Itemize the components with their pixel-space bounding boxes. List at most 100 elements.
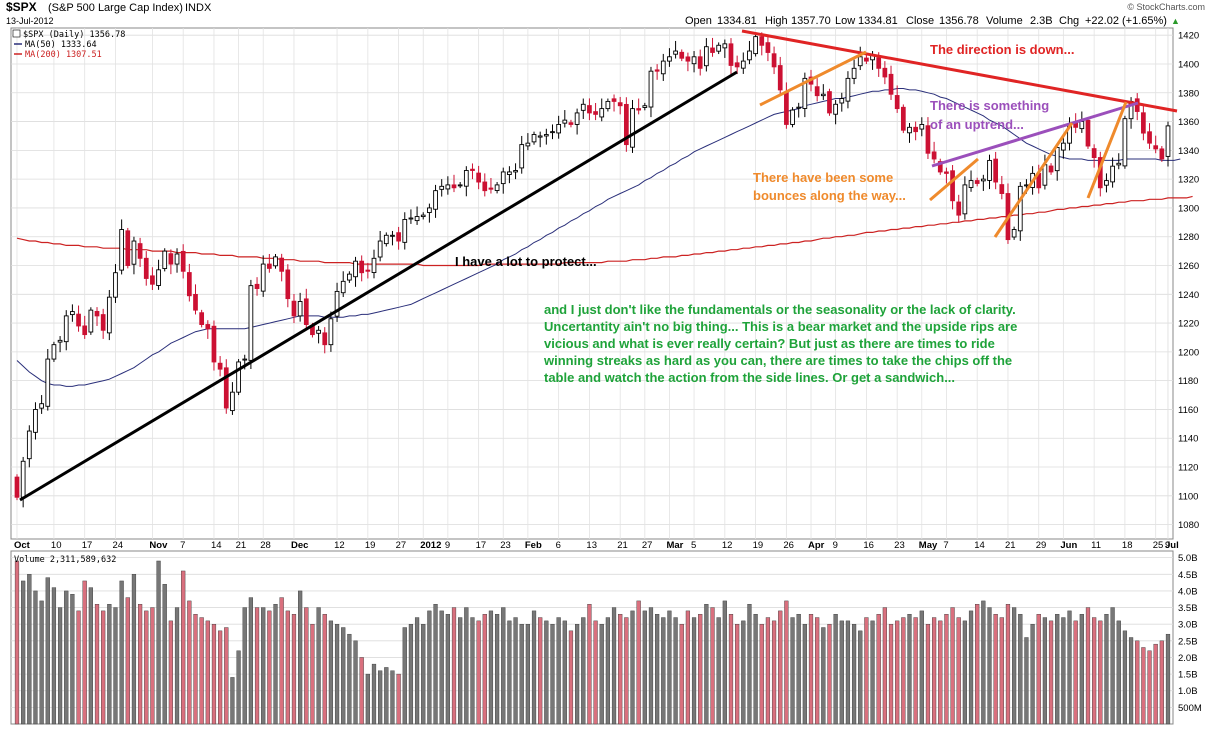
volume-bar: [919, 610, 924, 725]
volume-bar: [913, 617, 918, 725]
candle-body: [119, 229, 124, 271]
volume-bar: [759, 623, 764, 725]
date-tick-label: 19: [753, 540, 764, 551]
candle: [1116, 153, 1122, 170]
candle-body: [1116, 162, 1122, 166]
candle-body: [931, 151, 937, 160]
volume-bar: [433, 604, 438, 725]
volume-bar: [1110, 607, 1115, 725]
candle: [974, 177, 980, 187]
candle: [537, 131, 543, 148]
volume-bar: [94, 604, 100, 725]
chg-value: +22.02 (+1.65%): [1085, 15, 1167, 27]
candle: [347, 271, 352, 283]
volume-bar: [1030, 623, 1035, 725]
candle: [913, 121, 918, 141]
candle: [507, 166, 512, 184]
volume-bar: [944, 614, 949, 725]
candle: [980, 174, 986, 191]
ma50-series: [16, 88, 1181, 387]
volume-bar: [1012, 607, 1017, 725]
candle: [1091, 144, 1097, 168]
high-label: High: [765, 15, 788, 27]
candle: [728, 38, 734, 75]
volume-bar: [802, 623, 807, 725]
candle-body: [100, 314, 106, 331]
volume-bar: [156, 560, 161, 725]
volume-bar: [427, 610, 432, 725]
candle: [402, 212, 408, 250]
candle: [1153, 135, 1159, 154]
candle: [925, 117, 931, 159]
candle-body: [476, 172, 481, 183]
candle-body: [710, 47, 715, 53]
date-tick-label: Dec: [291, 540, 308, 551]
volume-bar: [1104, 614, 1109, 725]
volume-bar: [667, 610, 672, 725]
candle: [359, 255, 365, 282]
candle-body: [70, 311, 75, 316]
volume-bar: [64, 590, 69, 725]
candle-body: [1017, 185, 1023, 232]
candle: [1017, 182, 1023, 241]
volume-bar: [538, 617, 543, 725]
volume-tick-label: 1.0B: [1178, 686, 1198, 697]
chart-date: 13-Jul-2012: [6, 16, 54, 26]
candle-body: [691, 56, 697, 65]
date-tick-label: Nov: [149, 540, 168, 551]
volume-bar: [82, 580, 87, 725]
volume-bar: [630, 610, 635, 725]
candle: [285, 264, 291, 308]
candle-body: [328, 318, 334, 346]
candle: [353, 256, 358, 287]
candle: [267, 253, 272, 273]
price-tick-label: 1380: [1178, 88, 1199, 99]
candle: [82, 315, 88, 339]
uptrend-note-line2: of an uptrend...: [930, 117, 1024, 132]
volume-tick-label: 3.0B: [1178, 620, 1198, 631]
price-candles: [14, 32, 1171, 508]
volume-bar: [661, 617, 666, 725]
candle-body: [223, 367, 229, 409]
volume-bar: [316, 607, 321, 725]
volume-bar: [285, 610, 290, 725]
candle: [482, 173, 488, 197]
volume-bar: [1061, 617, 1066, 725]
ma200-line: [16, 195, 1193, 267]
volume-bar: [107, 604, 112, 725]
volume-bar: [950, 607, 955, 725]
candle: [223, 359, 229, 414]
candle: [931, 141, 937, 164]
candle: [556, 115, 562, 139]
volume-tick-label: 1.5B: [1178, 670, 1198, 681]
legend-price: $SPX (Daily) 1356.78: [23, 30, 125, 40]
candle-body: [1147, 131, 1152, 144]
candle: [119, 219, 124, 275]
candle-body: [359, 260, 365, 274]
candle: [747, 40, 752, 65]
volume-bar: [408, 623, 414, 725]
candle: [833, 99, 838, 125]
date-tick-label: 7: [180, 540, 185, 551]
volume-bar: [501, 607, 506, 725]
candle-body: [617, 102, 623, 107]
volume-bar: [414, 617, 420, 725]
volume-bar: [562, 620, 567, 725]
candle-body: [488, 187, 494, 190]
volume-label: Volume: [986, 15, 1023, 27]
volume-bar: [396, 673, 401, 725]
candle: [427, 203, 432, 223]
date-tick-label: Jul: [1165, 540, 1179, 551]
volume-bar: [1141, 647, 1146, 725]
candle-body: [820, 93, 826, 97]
candle: [414, 206, 420, 225]
candle: [70, 304, 75, 322]
candle: [445, 176, 451, 195]
candle-body: [722, 43, 728, 49]
candle: [408, 209, 414, 224]
volume-bar: [771, 620, 777, 725]
commentary-line-5: table and watch the action from the side…: [544, 370, 955, 385]
volume-bar: [1018, 614, 1023, 725]
volume-bar: [685, 610, 691, 725]
